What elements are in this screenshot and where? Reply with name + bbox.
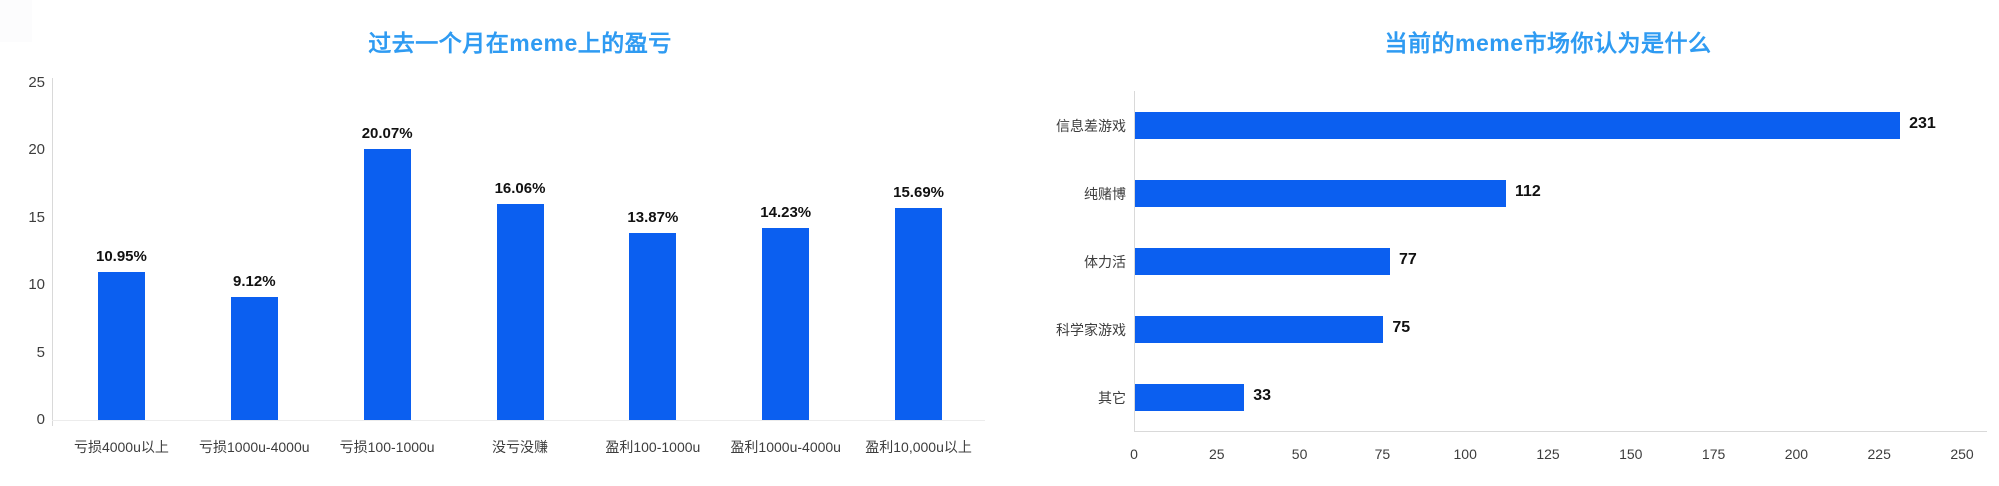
x-axis-line	[1134, 431, 1987, 432]
x-tick-label: 225	[1867, 446, 1891, 462]
x-tick-label: 50	[1291, 446, 1308, 462]
bar-其它	[1135, 383, 1245, 411]
x-tick-label: 125	[1536, 446, 1560, 462]
y-category-label: 纯赌博	[1084, 186, 1126, 202]
x-category-label: 亏损4000u以上	[73, 439, 169, 455]
chart-pnl-last-month: 过去一个月在meme上的盈亏 0 5 10 15 20 25 10.95% 亏损4000u以上…	[28, 30, 985, 455]
bar-盈利10,000u以上	[895, 208, 943, 420]
y-tick-label: 0	[36, 411, 45, 428]
y-tick-label: 15	[28, 208, 45, 226]
x-category-label: 盈利1000u-4000u	[730, 439, 841, 455]
bar-科学家游戏	[1135, 315, 1384, 343]
x-tick-label: 0	[1130, 446, 1138, 462]
x-category-label: 没亏没赚	[491, 439, 548, 455]
bar-value-label: 112	[1514, 183, 1541, 200]
y-tick-label: 10	[28, 276, 45, 294]
bar-体力活	[1135, 247, 1391, 275]
chart-title-pnl: 过去一个月在meme上的盈亏	[368, 30, 672, 56]
y-tick-label: 25	[28, 74, 45, 91]
bar-没亏没赚	[496, 203, 544, 420]
x-category-label: 亏损100-1000u	[339, 439, 435, 455]
x-tick-label: 200	[1784, 446, 1809, 462]
bar-亏损1000u-4000u	[230, 297, 278, 420]
chart-title-market: 当前的meme市场你认为是什么	[1384, 30, 1712, 56]
x-axis-line	[52, 420, 985, 421]
bar-value-label: 231	[1909, 115, 1936, 132]
bar-value-label: 20.07%	[361, 125, 413, 143]
x-tick-label: 150	[1619, 446, 1643, 462]
bar-value-label: 10.95%	[95, 248, 147, 266]
x-tick-label: 175	[1701, 446, 1726, 462]
bar-value-label: 15.69%	[893, 184, 944, 202]
bar-value-label: 75	[1392, 319, 1411, 336]
y-tick-label: 5	[36, 343, 45, 361]
bar-亏损100-1000u	[363, 149, 411, 420]
x-category-label: 亏损1000u-4000u	[199, 439, 310, 455]
y-tick-label: 20	[28, 141, 45, 159]
bar-value-label: 14.23%	[760, 204, 812, 222]
x-tick-label: 25	[1209, 446, 1225, 462]
bar-纯赌博	[1135, 179, 1506, 207]
bar-信息差游戏	[1135, 111, 1901, 139]
bar-value-label: 77	[1399, 251, 1417, 268]
y-axis-line	[1134, 91, 1135, 431]
y-category-label: 科学家游戏	[1056, 322, 1126, 338]
corner-artifact	[0, 0, 32, 42]
chart-meme-market-opinion: 当前的meme市场你认为是什么 信息差游戏 231 纯赌博 112 体力活 77 科学家游戏…	[1000, 0, 1999, 486]
x-category-label: 盈利100-1000u	[605, 439, 701, 455]
bar-value-label: 16.06%	[494, 179, 546, 197]
x-tick-label: 75	[1374, 446, 1391, 462]
x-tick-label: 100	[1453, 446, 1477, 462]
bar-盈利100-1000u	[629, 233, 677, 420]
x-tick-label: 250	[1950, 446, 1974, 462]
y-category-label: 体力活	[1084, 254, 1126, 270]
y-axis-line	[52, 78, 53, 426]
bar-value-label: 13.87%	[627, 209, 679, 227]
y-category-label: 信息差游戏	[1056, 118, 1126, 134]
bar-value-label: 9.12%	[233, 273, 276, 291]
bar-亏损4000u以上	[97, 272, 145, 420]
bar-盈利1000u-4000u	[762, 228, 810, 420]
x-category-label: 盈利10,000u以上	[865, 439, 972, 455]
y-category-label: 其它	[1098, 390, 1126, 406]
bar-value-label: 33	[1253, 387, 1272, 404]
